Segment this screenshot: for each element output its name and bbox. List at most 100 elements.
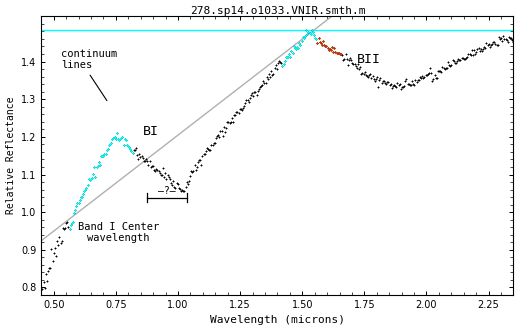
- Point: [74, 201, 83, 206]
- Point: [129, 150, 137, 156]
- Point: [190, 162, 199, 167]
- Point: [350, 61, 359, 66]
- Point: [378, 78, 387, 84]
- Point: [268, 72, 277, 78]
- Point: [489, 39, 497, 45]
- Point: [505, 34, 513, 40]
- Point: [436, 69, 444, 74]
- Point: [259, 79, 267, 84]
- Point: [216, 128, 225, 134]
- Point: [332, 51, 340, 56]
- Point: [126, 146, 134, 151]
- Point: [200, 151, 209, 157]
- Point: [93, 163, 102, 168]
- Point: [332, 51, 340, 56]
- Point: [446, 64, 455, 69]
- Point: [139, 156, 147, 161]
- Point: [298, 35, 307, 40]
- Point: [420, 74, 429, 80]
- Point: [283, 54, 291, 60]
- Point: [471, 51, 479, 57]
- Point: [478, 48, 486, 54]
- Point: [264, 76, 272, 81]
- Point: [310, 32, 318, 38]
- Point: [203, 145, 211, 150]
- Point: [92, 165, 101, 170]
- Point: [99, 154, 107, 159]
- Point: [70, 211, 78, 216]
- Point: [120, 136, 129, 142]
- Point: [151, 168, 159, 173]
- Point: [275, 59, 283, 64]
- Point: [167, 180, 175, 185]
- Point: [419, 75, 428, 80]
- Point: [348, 61, 357, 66]
- Point: [93, 163, 102, 168]
- Point: [410, 82, 418, 87]
- Point: [500, 36, 509, 42]
- Point: [134, 156, 142, 161]
- Point: [281, 58, 289, 63]
- Point: [328, 44, 336, 50]
- Point: [279, 61, 288, 66]
- Point: [239, 105, 247, 111]
- Point: [89, 172, 98, 177]
- Point: [302, 28, 310, 33]
- Point: [362, 72, 370, 77]
- Point: [236, 106, 244, 112]
- Point: [243, 98, 252, 103]
- Point: [307, 32, 315, 37]
- Point: [404, 81, 413, 86]
- Point: [73, 200, 81, 205]
- Point: [364, 74, 372, 80]
- Point: [42, 271, 50, 276]
- Point: [325, 46, 334, 51]
- Point: [283, 54, 291, 60]
- Point: [390, 83, 398, 88]
- Point: [198, 153, 207, 158]
- Point: [78, 195, 86, 200]
- Point: [285, 51, 293, 57]
- Point: [453, 59, 461, 64]
- Point: [58, 238, 66, 244]
- Text: BI: BI: [143, 125, 159, 138]
- Point: [316, 39, 324, 44]
- Point: [344, 63, 352, 68]
- Point: [335, 50, 343, 56]
- Point: [315, 35, 323, 40]
- Point: [318, 42, 326, 47]
- Point: [159, 165, 167, 170]
- Point: [288, 48, 296, 54]
- Point: [310, 32, 318, 38]
- Point: [118, 135, 127, 140]
- Point: [296, 42, 305, 47]
- Point: [464, 51, 472, 57]
- Point: [157, 172, 165, 178]
- Point: [85, 177, 93, 182]
- Point: [83, 185, 91, 190]
- Point: [422, 72, 431, 78]
- Point: [94, 160, 103, 165]
- Point: [367, 76, 376, 81]
- Point: [371, 78, 379, 83]
- Point: [491, 42, 500, 47]
- Point: [365, 73, 373, 78]
- Point: [331, 49, 339, 55]
- Point: [228, 116, 236, 121]
- Point: [81, 187, 89, 193]
- Point: [394, 82, 403, 88]
- Point: [449, 58, 458, 63]
- Point: [358, 70, 366, 75]
- Point: [70, 211, 78, 216]
- Point: [329, 50, 337, 55]
- Point: [376, 75, 385, 81]
- Point: [131, 148, 139, 153]
- Point: [382, 81, 390, 86]
- Point: [127, 149, 135, 154]
- Point: [130, 148, 138, 153]
- Point: [44, 268, 52, 273]
- Point: [112, 136, 120, 141]
- Point: [416, 75, 424, 80]
- Point: [319, 38, 327, 43]
- Point: [252, 92, 261, 97]
